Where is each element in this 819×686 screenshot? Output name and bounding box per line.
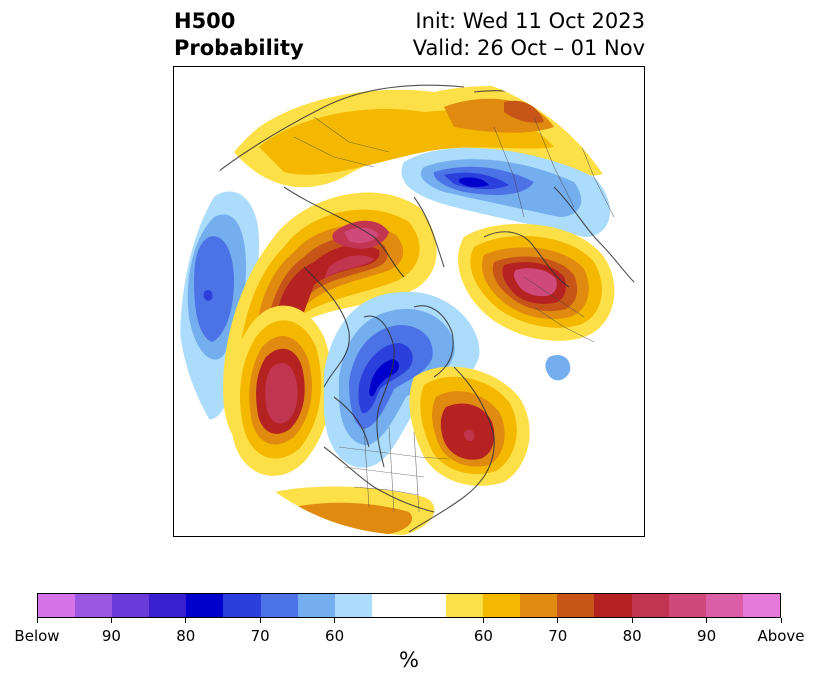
polar-map-svg <box>178 71 642 535</box>
colorbar-swatch <box>112 594 150 617</box>
colorbar-tick-label: 60 <box>473 627 493 645</box>
colorbar-swatch <box>297 594 335 617</box>
anomaly-above-alaska <box>223 192 437 447</box>
colorbar-swatch <box>75 594 113 617</box>
valid-range: Valid: 26 Oct – 01 Nov <box>412 36 645 60</box>
colorbar-swatch <box>631 594 669 617</box>
colorbar-tick-label: 90 <box>697 627 717 645</box>
colorbar-tick-mark <box>259 618 261 623</box>
forecast-info: Init: Wed 11 Oct 2023 Valid: 26 Oct – 01… <box>413 8 645 62</box>
anomaly-below-west-siberia <box>401 147 611 237</box>
colorbar-swatch <box>334 594 372 617</box>
anomaly-above-gulf-alaska <box>229 305 333 476</box>
colorbar-tick-mark <box>110 618 112 623</box>
colorbar-swatch <box>149 594 187 617</box>
colorbar-swatch <box>260 594 298 617</box>
colorbar-tick-label: 90 <box>101 627 121 645</box>
colorbar-swatch <box>705 594 743 617</box>
colorbar-swatch <box>557 594 595 617</box>
colorbar-swatch <box>742 594 780 617</box>
colorbar-unit-label: % <box>399 648 419 672</box>
colorbar-tick-mark <box>631 618 633 623</box>
colorbar-swatch <box>38 594 76 617</box>
colorbar-tick-mark <box>780 618 782 623</box>
anomaly-below-greenland <box>324 291 571 468</box>
colorbar-tick-mark <box>185 618 187 623</box>
colorbar-tick-mark <box>482 618 484 623</box>
colorbar-tick-label: Below <box>14 627 60 645</box>
colorbar-swatch <box>186 594 224 617</box>
probability-colorbar <box>37 593 781 618</box>
colorbar-swatch <box>483 594 521 617</box>
anomaly-above-europe <box>458 223 615 341</box>
colorbar-tick-label: Above <box>757 627 805 645</box>
anomaly-above-atlantic-south <box>266 486 435 535</box>
colorbar-tick-label: 80 <box>622 627 642 645</box>
colorbar-tick-label: 60 <box>325 627 345 645</box>
colorbar-swatch <box>223 594 261 617</box>
colorbar-tick-label: 70 <box>548 627 568 645</box>
colorbar-tick-mark <box>334 618 336 623</box>
colorbar-tick-mark <box>36 618 38 623</box>
colorbar-tick-label: 80 <box>176 627 196 645</box>
probability-map <box>173 66 645 537</box>
title-product: Probability <box>174 36 304 60</box>
colorbar-tick-label: 70 <box>250 627 270 645</box>
chart-title: H500 Probability <box>174 8 304 62</box>
colorbar-swatch <box>371 594 447 617</box>
colorbar-tick-mark <box>706 618 708 623</box>
anomaly-above-labrador <box>409 366 530 486</box>
colorbar-swatch <box>668 594 706 617</box>
colorbar-tick-mark <box>557 618 559 623</box>
colorbar-swatch <box>594 594 632 617</box>
init-date: Init: Wed 11 Oct 2023 <box>415 9 645 33</box>
colorbar-swatch <box>520 594 558 617</box>
colorbar-swatch <box>446 594 484 617</box>
title-variable: H500 <box>174 9 236 33</box>
